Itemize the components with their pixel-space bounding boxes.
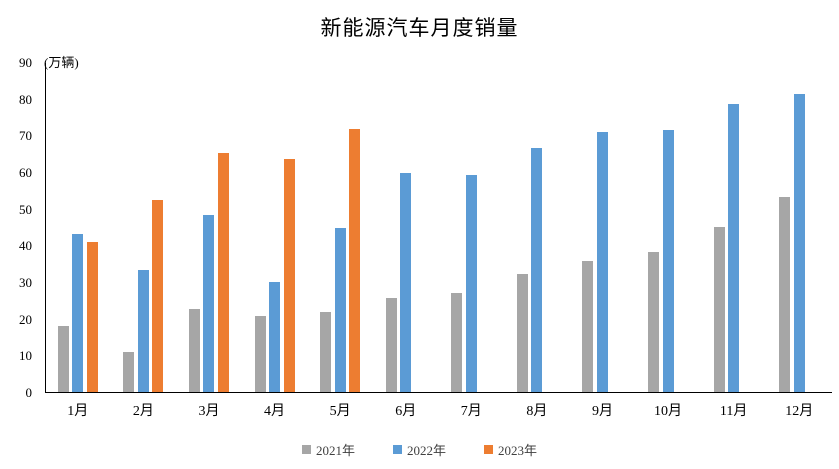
bar-2021年-8月 [516,274,528,392]
x-tick-label-4: 4月 [264,404,286,419]
x-tick-label-3: 3月 [198,404,220,419]
y-tick-label-70: 70 [19,128,32,144]
y-tick-label-90: 90 [19,55,32,70]
bar-2021年-3月 [188,309,200,392]
x-tick-label-8: 8月 [526,404,548,419]
x-axis-line [45,392,832,393]
legend-swatch-icon [392,445,402,454]
bar-2023年-5月 [349,129,361,392]
y-axis-tick-labels: 0 10 20 30 40 50 60 70 80 90 [0,0,32,469]
y-tick-label-60: 60 [19,165,32,180]
bar-2022年-10月 [662,130,674,392]
legend-item-2022年: 2022年 [392,440,446,459]
x-axis-labels: 1月 2月 3月 4月 5月 6月 7月 8月 9月 10月 11月 12月 [0,400,839,420]
legend-item-2023年: 2023年 [484,440,537,459]
bar-2022年-5月 [334,228,346,392]
bar-2022年-11月 [728,103,740,392]
legend-swatch-icon [301,445,311,454]
legend-label: 2021年 [315,443,355,458]
x-tick-label-2: 2月 [132,404,154,419]
bar-2023年-3月 [217,152,229,392]
x-tick-label-1: 1月 [67,404,89,419]
bar-2021年-12月 [779,197,791,392]
x-tick-label-12: 12月 [785,404,814,419]
y-axis-line [45,63,46,393]
bar-2022年-4月 [269,282,281,392]
y-tick-label-80: 80 [19,91,32,107]
bar-2021年-4月 [254,316,266,392]
bar-2021年-2月 [123,351,135,392]
bar-2021年-6月 [385,298,397,392]
y-tick-label-30: 30 [19,275,32,290]
bar-2021年-7月 [451,292,463,392]
legend-label: 2022年 [406,443,446,458]
y-tick-label-0: 0 [25,385,33,400]
x-tick-label-9: 9月 [591,404,613,419]
bar-2022年-9月 [596,132,608,392]
bar-2022年-12月 [793,93,805,392]
y-tick-label-20: 20 [19,311,32,327]
bar-2023年-4月 [283,158,295,392]
plot-area [45,63,832,393]
bar-2022年-8月 [531,147,543,392]
bar-2022年-1月 [72,233,84,392]
bar-2021年-10月 [648,251,660,392]
bar-2021年-5月 [320,312,332,392]
bar-2021年-11月 [713,227,725,392]
legend-item-2021年: 2021年 [301,440,355,459]
legend-swatch-icon [484,445,493,454]
chart-title: 新能源汽车月度销量 [320,16,519,40]
bar-2022年-7月 [465,174,477,392]
x-tick-label-11: 11月 [719,404,748,419]
y-tick-label-40: 40 [19,238,32,254]
x-tick-label-10: 10月 [654,404,683,419]
bars-layer [45,63,832,393]
y-axis-unit-label: (万辆) [44,55,79,70]
bar-2022年-2月 [137,269,149,392]
y-tick-label-50: 50 [19,201,32,217]
x-tick-label-5: 5月 [329,404,351,419]
bar-2023年-1月 [86,242,98,392]
bar-2021年-1月 [57,326,69,392]
bar-2023年-2月 [152,199,164,392]
x-tick-label-6: 6月 [395,404,417,419]
y-tick-label-10: 10 [19,348,32,364]
legend: 2021年 2022年 2023年 [0,440,839,459]
bar-2022年-6月 [400,173,412,392]
bar-2021年-9月 [582,261,594,392]
x-tick-label-7: 7月 [460,404,482,419]
bar-2022年-3月 [203,214,215,392]
legend-label: 2023年 [498,443,538,458]
